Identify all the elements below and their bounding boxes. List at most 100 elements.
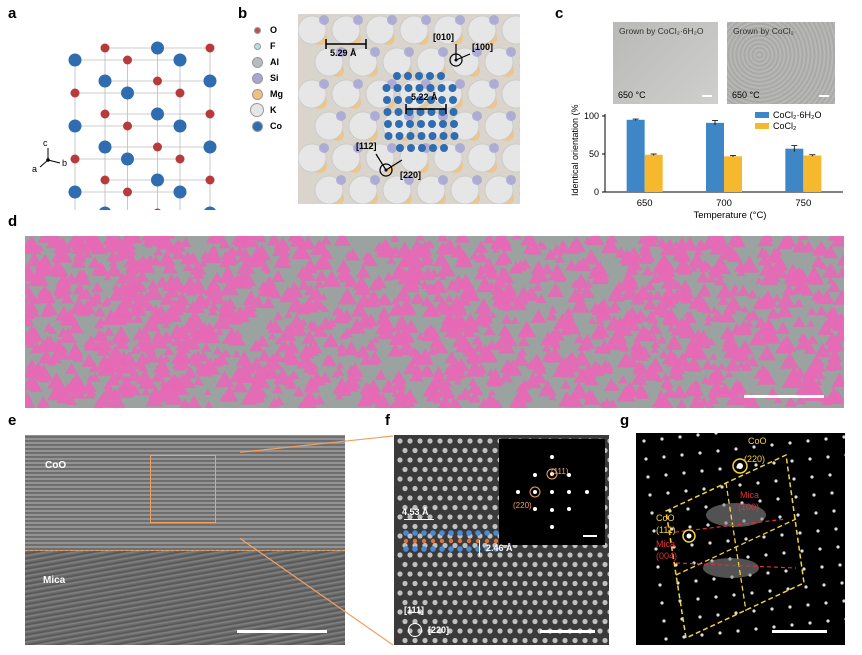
triangle-domain bbox=[231, 328, 244, 339]
triangle-domain bbox=[58, 327, 77, 343]
atom-column bbox=[417, 495, 423, 501]
atom-column bbox=[597, 571, 603, 577]
legend-swatch bbox=[251, 72, 263, 84]
k-atom bbox=[433, 15, 463, 45]
triangle-domain bbox=[559, 326, 570, 336]
diffraction-spot bbox=[664, 637, 668, 641]
triangle-domain bbox=[583, 390, 601, 405]
triangle-domain bbox=[576, 285, 584, 292]
diffraction-spot bbox=[782, 551, 786, 555]
triangle-domain bbox=[704, 399, 715, 408]
diffuse-streak bbox=[703, 558, 759, 578]
diffraction-spot bbox=[806, 603, 810, 607]
atom-column bbox=[587, 552, 593, 558]
atom-column bbox=[417, 514, 423, 520]
triangle-domain bbox=[202, 330, 217, 343]
triangle-domain bbox=[515, 383, 526, 392]
atom-column bbox=[417, 533, 423, 539]
triangle-domain bbox=[827, 236, 837, 241]
k-atom bbox=[382, 175, 412, 204]
atom-column bbox=[437, 552, 443, 558]
triangle-domain bbox=[397, 297, 417, 314]
triangle-domain bbox=[322, 270, 342, 287]
si-atom bbox=[336, 175, 346, 185]
atom-column bbox=[442, 599, 448, 606]
triangle-domain bbox=[582, 248, 601, 265]
atom-column bbox=[517, 609, 523, 615]
si-atom bbox=[370, 47, 380, 57]
triangle-domain bbox=[552, 342, 561, 350]
si-atom bbox=[387, 15, 397, 25]
bar bbox=[706, 122, 724, 192]
co-atom bbox=[98, 74, 112, 88]
triangle-domain bbox=[556, 356, 572, 370]
triangle-domain bbox=[424, 254, 435, 263]
triangle-domain bbox=[204, 400, 214, 408]
atom-column bbox=[437, 514, 443, 520]
triangle-domain bbox=[637, 250, 654, 264]
atom-column bbox=[477, 628, 483, 634]
co-atom bbox=[439, 132, 448, 140]
diffraction-spot bbox=[772, 461, 776, 465]
atom-column bbox=[552, 618, 558, 625]
triangle-domain bbox=[678, 353, 688, 362]
atom-column bbox=[532, 618, 538, 625]
triangle-domain bbox=[834, 335, 843, 343]
atom-column bbox=[562, 599, 568, 606]
o-atom-overlay bbox=[430, 538, 436, 544]
o-atom bbox=[123, 121, 132, 131]
triangle-domain bbox=[665, 298, 677, 308]
triangle-domain bbox=[120, 378, 135, 391]
triangle-domain bbox=[90, 259, 101, 268]
triangle-domain bbox=[200, 357, 221, 375]
panel-letter-d: d bbox=[8, 213, 18, 230]
triangle-domain bbox=[255, 334, 270, 347]
triangle-domain bbox=[301, 300, 315, 313]
triangle-domain bbox=[220, 279, 239, 296]
triangle-domain bbox=[242, 236, 260, 248]
model-atoms bbox=[298, 15, 520, 204]
k-atom bbox=[314, 111, 344, 141]
triangle-domain bbox=[307, 365, 319, 375]
label-mica-1: Mica bbox=[740, 490, 760, 500]
triangle-domain bbox=[25, 394, 34, 404]
coo-220-ring bbox=[732, 458, 748, 474]
triangle-domain bbox=[774, 339, 792, 354]
triangle-domain bbox=[360, 317, 374, 329]
atom-column bbox=[437, 476, 443, 482]
atom-column bbox=[397, 457, 403, 463]
spacing-label-246: 2.46 Å bbox=[486, 543, 513, 553]
diffraction-spot bbox=[844, 453, 845, 457]
atom-column bbox=[547, 571, 553, 577]
atom-column bbox=[517, 590, 523, 596]
atom-column bbox=[607, 533, 609, 539]
triangle-domain bbox=[278, 286, 298, 303]
triangle-domain bbox=[275, 257, 284, 265]
triangle-domain bbox=[516, 388, 533, 403]
triangle-domain bbox=[170, 348, 189, 364]
diffraction-spot bbox=[746, 555, 750, 559]
atom-column bbox=[472, 523, 478, 530]
o-atom bbox=[153, 76, 162, 86]
diffraction-spot bbox=[642, 439, 646, 443]
triangle-domain bbox=[64, 376, 82, 392]
atom-column bbox=[402, 504, 408, 511]
atom-column bbox=[432, 599, 438, 606]
triangle-domain bbox=[315, 269, 328, 281]
atom-column bbox=[452, 637, 458, 644]
diffraction-spot bbox=[686, 533, 692, 539]
atom-column bbox=[552, 580, 558, 587]
triangle-domain bbox=[801, 240, 816, 253]
fft-spot bbox=[533, 490, 537, 494]
scale-bar-e bbox=[237, 630, 327, 633]
triangle-domain bbox=[478, 397, 491, 408]
atom-column bbox=[477, 438, 483, 444]
triangle-domain bbox=[666, 324, 676, 332]
mica-line bbox=[667, 518, 787, 534]
fft-spot bbox=[585, 490, 589, 494]
triangle-domain bbox=[92, 399, 104, 408]
co-atom-overlay bbox=[448, 530, 454, 536]
triangle-domain bbox=[708, 370, 720, 380]
triangle-domain bbox=[457, 387, 474, 401]
triangle-domain bbox=[285, 378, 298, 389]
